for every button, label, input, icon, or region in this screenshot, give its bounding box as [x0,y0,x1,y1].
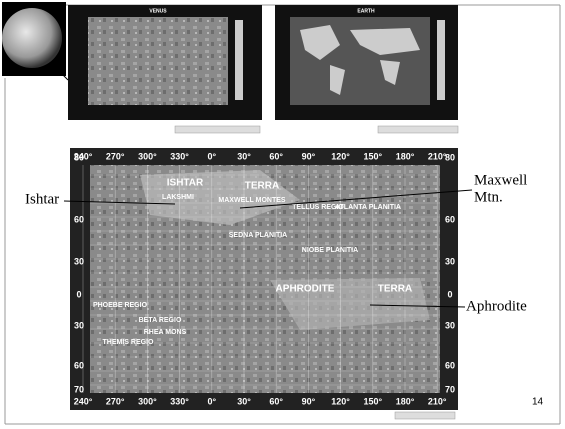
longitude-label: 180° [396,396,415,406]
feature-label: ATLANTA PLANITIA [335,204,401,211]
longitude-label: 210° [428,151,447,161]
latitude-label: 60 [445,360,455,370]
inset-title: EARTH [357,8,375,14]
scale-bar [394,411,456,420]
label-aphrodite: Aphrodite [466,298,527,314]
longitude-label: 60° [269,396,283,406]
longitude-label: 180° [396,151,415,161]
longitude-label: 210° [428,396,447,406]
longitude-label: 60° [269,151,283,161]
longitude-label: 120° [331,396,350,406]
feature-label: TERRA [378,284,412,295]
earth-inset: EARTH [275,5,458,120]
feature-label: PHOEBE REGIO [93,302,148,309]
longitude-label: 300° [138,396,157,406]
longitude-label: 150° [363,151,382,161]
feature-label: THEMIS REGIO [103,339,155,346]
scale-bar [377,125,459,134]
latitude-label: 70 [445,384,455,394]
longitude-label: 90° [302,396,316,406]
feature-label: BETA REGIO [139,317,182,324]
longitude-label: 240° [74,151,93,161]
scale-bar [174,125,261,134]
longitude-label: 30° [237,396,251,406]
latitude-label: 80 [445,152,455,162]
venus-inset: VENUS [68,5,262,120]
latitude-label: 80 [74,152,84,162]
inset-title: VENUS [149,8,167,14]
longitude-label: 0° [207,151,216,161]
venus-map: 240° 240° 270° 270° 300° 300° 330° 330° 0° 0° 30° 3… [70,148,458,410]
longitude-label: 90° [302,151,316,161]
latitude-label: 60 [445,214,455,224]
label-ishtar: Ishtar [25,191,59,207]
feature-label: NIOBE PLANITIA [302,247,358,254]
annotations: Ishtar Maxwell Mtn. Aphrodite 14 [25,172,544,407]
latitude-label: 60 [74,360,84,370]
page-number: 14 [532,397,544,408]
longitude-label: 120° [331,151,350,161]
feature-label: LAKSHMI [162,194,194,201]
pointer [57,69,69,81]
latitude-label: 0 [447,289,452,299]
longitude-label: 30° [237,151,251,161]
longitude-label: 300° [138,151,157,161]
latitude-label: 30 [445,256,455,266]
feature-label: TELLUS REGIO [292,204,344,211]
feature-label: ISHTAR [167,178,204,189]
arrow [369,304,466,308]
venus-globe [2,8,62,68]
longitude-label: 270° [106,151,125,161]
latitude-label: 30 [445,320,455,330]
latitude-label: 30 [74,256,84,266]
latitude-label: 60 [74,214,84,224]
label-maxwell: Maxwell [474,172,527,188]
longitude-label: 150° [363,396,382,406]
longitude-label: 270° [106,396,125,406]
arrow [63,200,176,205]
feature-label: APHRODITE [276,284,335,295]
longitude-label: 0° [207,396,216,406]
latitude-label: 70 [74,384,84,394]
latitude-label: 0 [76,289,81,299]
longitude-label: 240° [74,396,93,406]
feature-label: SEDNA PLANITIA [229,232,287,239]
longitude-label: 330° [170,396,189,406]
longitude-label: 330° [170,151,189,161]
arrow [239,189,473,209]
latitude-label: 30 [74,320,84,330]
feature-label: TERRA [245,181,279,192]
feature-label: RHEA MONS [144,329,187,336]
label-maxwell: Mtn. [474,189,503,205]
feature-label: MAXWELL MONTES [218,197,285,204]
